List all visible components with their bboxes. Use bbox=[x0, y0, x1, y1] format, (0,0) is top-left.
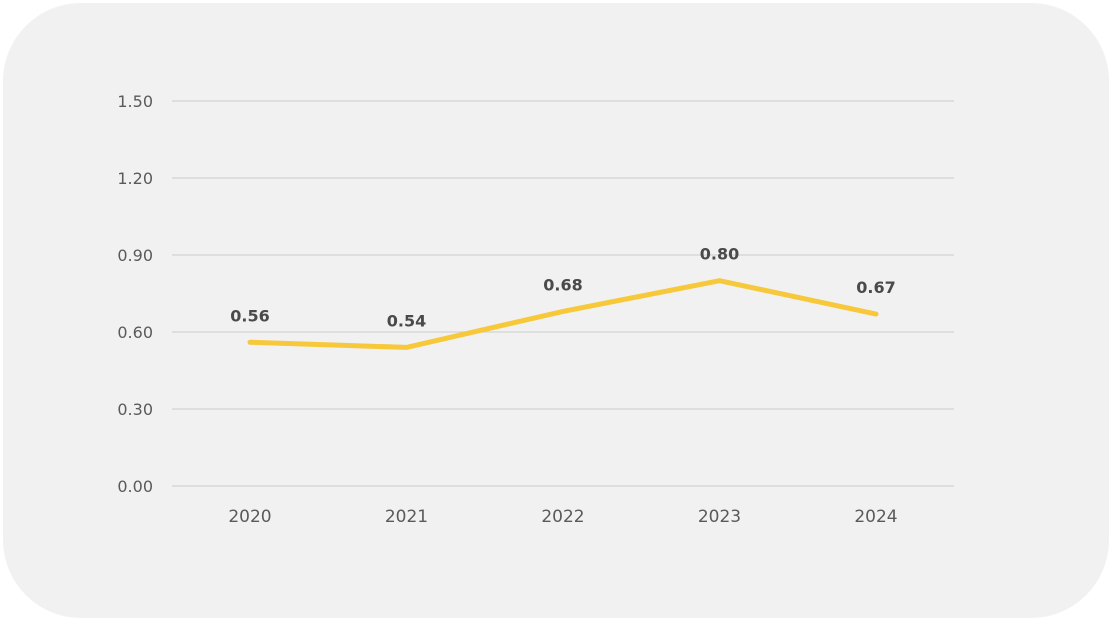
x-tick-label: 2023 bbox=[698, 507, 741, 527]
x-tick-label: 2022 bbox=[541, 507, 584, 527]
series-line bbox=[247, 278, 879, 350]
x-tick-label: 2024 bbox=[854, 507, 897, 527]
data-label: 0.56 bbox=[230, 306, 269, 325]
y-tick-label: 0.90 bbox=[117, 246, 153, 265]
data-label: 0.54 bbox=[387, 311, 426, 330]
chart-card bbox=[3, 3, 1109, 618]
x-tick-label: 2020 bbox=[228, 507, 271, 527]
y-tick-label: 1.50 bbox=[117, 92, 153, 111]
y-tick-label: 0.60 bbox=[117, 323, 153, 342]
y-tick-label: 0.30 bbox=[117, 400, 153, 419]
y-tick-label: 1.20 bbox=[117, 169, 153, 188]
data-label: 0.80 bbox=[700, 245, 739, 264]
data-label: 0.67 bbox=[856, 278, 895, 297]
x-tick-label: 2021 bbox=[385, 507, 428, 527]
y-tick-label: 0.00 bbox=[117, 477, 153, 496]
data-label: 0.68 bbox=[543, 275, 582, 294]
